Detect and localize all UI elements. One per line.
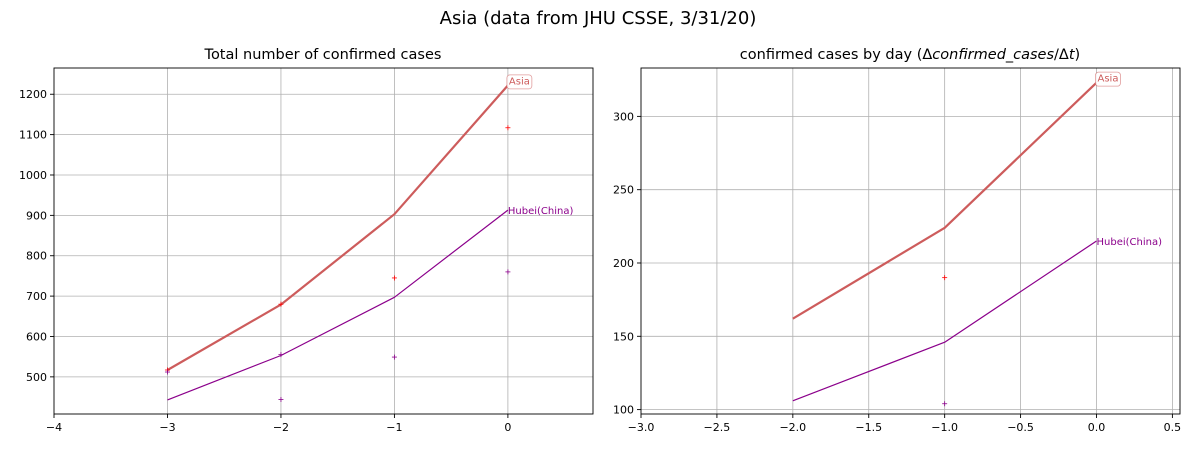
x-tick-label: −4	[46, 421, 62, 434]
x-tick-label: −1	[386, 421, 402, 434]
x-tick-label: −0.5	[1007, 421, 1034, 434]
data-marker	[278, 352, 284, 358]
title-italic-2: t	[1069, 47, 1076, 63]
x-tick-label: 0.5	[1164, 421, 1182, 434]
y-tick-label: 700	[26, 290, 47, 303]
series-line-hubei-china-	[792, 240, 1097, 402]
data-marker	[942, 401, 948, 407]
x-tick-label: −2.0	[779, 421, 806, 434]
title-delta-1: Δ	[922, 47, 932, 63]
title-slash: /	[1054, 47, 1059, 63]
x-tick-label: −3.0	[628, 421, 655, 434]
x-tick-label: −1.5	[855, 421, 882, 434]
y-tick-label: 150	[613, 330, 634, 343]
series-line-hubei-china-	[167, 209, 509, 401]
x-tick-label: 0.0	[1088, 421, 1106, 434]
data-marker	[164, 369, 170, 375]
x-tick-label: −2.5	[704, 421, 731, 434]
title-paren-open: (	[917, 47, 923, 63]
data-marker	[278, 396, 284, 402]
y-tick-label: 1100	[19, 129, 47, 142]
title-delta-2: Δ	[1059, 47, 1069, 63]
x-tick-label: −2	[273, 421, 289, 434]
chart-title-total-cases: Total number of confirmed cases	[204, 47, 442, 63]
axes-frame	[640, 67, 1181, 415]
figure-title: Asia (data from JHU CSSE, 3/31/20)	[440, 8, 757, 29]
chart-cases-by-day: confirmed cases by day (Δconfirmed_cases…	[613, 47, 1181, 434]
data-marker	[505, 125, 511, 131]
series-label: Asia	[1097, 74, 1118, 85]
y-tick-label: 100	[613, 404, 634, 417]
chart-title-cases-by-day: confirmed cases by day (Δconfirmed_cases…	[740, 47, 1080, 63]
series-label: Hubei(China)	[1096, 237, 1162, 248]
data-marker	[278, 301, 284, 307]
data-marker	[942, 275, 948, 281]
y-tick-label: 1000	[19, 169, 47, 182]
series-label-box	[1095, 71, 1121, 87]
y-tick-label: 800	[26, 250, 47, 263]
series-label: Hubei(China)	[508, 206, 574, 217]
series-label-box	[506, 74, 533, 90]
axes-frame	[53, 67, 594, 415]
y-tick-label: 500	[26, 371, 47, 384]
x-tick-label: −1.0	[931, 421, 958, 434]
chart-total-cases: Total number of confirmed cases −4 −3 −2 −1…	[19, 47, 594, 434]
series-line-asia	[166, 84, 509, 371]
x-tick-label: −3	[159, 421, 175, 434]
y-tick-label: 900	[26, 209, 47, 222]
series-label: Asia	[509, 76, 530, 87]
series-line-asia	[792, 81, 1098, 320]
y-tick-label: 1200	[19, 88, 47, 101]
title-italic-1: confirmed_cases	[932, 47, 1054, 63]
data-marker	[505, 269, 511, 275]
y-tick-label: 600	[26, 330, 47, 343]
data-marker	[391, 275, 397, 281]
y-tick-label: 250	[613, 184, 634, 197]
y-tick-label: 200	[613, 257, 634, 270]
title-text: confirmed cases by day	[740, 47, 917, 63]
x-tick-label: 0	[504, 421, 511, 434]
data-marker	[391, 354, 397, 360]
y-tick-label: 300	[613, 110, 634, 123]
title-paren-close: )	[1075, 47, 1081, 63]
